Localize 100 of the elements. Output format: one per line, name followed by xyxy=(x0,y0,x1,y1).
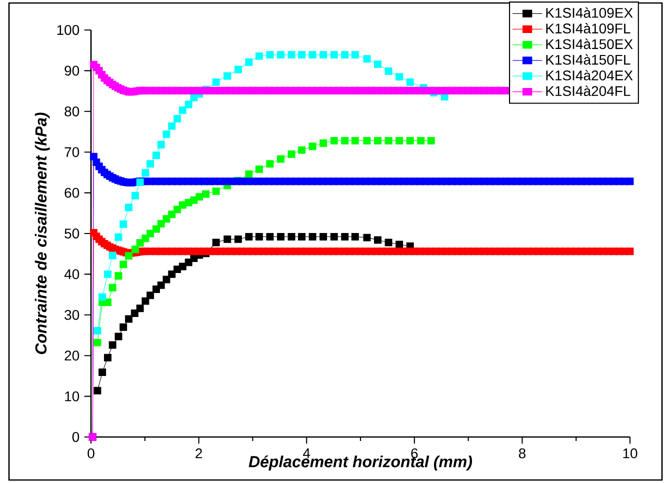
point xyxy=(320,233,328,240)
point xyxy=(212,187,220,195)
point xyxy=(114,272,122,280)
point xyxy=(396,73,404,81)
point xyxy=(330,51,338,59)
point xyxy=(374,236,382,244)
point xyxy=(245,233,253,240)
x-tick-label: 0 xyxy=(88,448,94,458)
point xyxy=(212,238,220,246)
point xyxy=(351,233,359,240)
point xyxy=(288,233,296,240)
point xyxy=(184,100,192,108)
point xyxy=(384,136,392,144)
point xyxy=(363,136,371,144)
point xyxy=(131,246,139,254)
point xyxy=(168,122,176,130)
x-tick-label: 2 xyxy=(196,448,202,458)
point xyxy=(104,270,112,278)
point xyxy=(308,142,316,150)
point xyxy=(255,165,263,173)
point xyxy=(374,136,382,144)
legend-label: K1SI4à109EX xyxy=(546,7,633,18)
point xyxy=(276,233,284,240)
point xyxy=(396,136,404,144)
point xyxy=(341,233,349,240)
point xyxy=(255,52,263,60)
point xyxy=(104,354,112,362)
point xyxy=(124,315,132,323)
point xyxy=(298,146,306,154)
point xyxy=(276,51,284,59)
point xyxy=(120,323,128,331)
point xyxy=(157,281,165,289)
point xyxy=(130,310,138,318)
point xyxy=(330,233,338,240)
point xyxy=(178,262,186,270)
point xyxy=(406,136,414,144)
point xyxy=(142,297,150,305)
point xyxy=(142,169,150,177)
point xyxy=(320,51,328,59)
point xyxy=(174,206,181,214)
point xyxy=(178,106,186,114)
point xyxy=(146,292,154,300)
y-tick-label: 70 xyxy=(64,147,80,158)
point xyxy=(308,51,316,59)
point xyxy=(157,141,165,149)
legend-label: K1SI4à204EX xyxy=(546,70,633,80)
point xyxy=(174,114,181,122)
x-tick-label: 8 xyxy=(518,448,526,458)
point xyxy=(417,136,425,144)
legend-label: K1SI4à204FL xyxy=(546,86,630,96)
point xyxy=(152,152,160,160)
point xyxy=(120,220,128,228)
legend-label: K1SI4à150EX xyxy=(546,38,633,50)
point xyxy=(94,338,102,346)
point xyxy=(152,225,160,233)
point xyxy=(124,252,132,260)
y-tick-label: 50 xyxy=(64,228,80,238)
point xyxy=(202,190,210,198)
point xyxy=(224,72,232,80)
point xyxy=(266,233,274,240)
point xyxy=(363,55,371,63)
point xyxy=(384,67,392,75)
point xyxy=(255,233,263,240)
point xyxy=(94,327,102,335)
point xyxy=(245,170,253,178)
point xyxy=(234,66,242,74)
y-tick-label: 10 xyxy=(65,391,80,402)
point xyxy=(94,386,102,394)
y-tick-label: 40 xyxy=(64,269,80,280)
y-tick-label: 20 xyxy=(64,350,80,361)
legend-label: K1SI4à109FL xyxy=(546,23,630,34)
point xyxy=(396,240,404,248)
point xyxy=(212,78,220,86)
point xyxy=(341,136,349,144)
point xyxy=(330,136,338,144)
point xyxy=(131,192,139,200)
point xyxy=(120,260,128,268)
point xyxy=(98,293,106,301)
point xyxy=(146,230,154,238)
point xyxy=(406,78,414,86)
point xyxy=(384,238,392,246)
point xyxy=(351,51,359,59)
y-tick-label: 0 xyxy=(72,432,80,442)
point xyxy=(288,51,296,59)
point xyxy=(351,136,359,144)
point xyxy=(320,139,328,147)
point xyxy=(298,233,306,240)
point xyxy=(162,130,170,138)
y-tick-label: 80 xyxy=(64,106,80,116)
point xyxy=(276,155,284,163)
point xyxy=(136,304,144,312)
point xyxy=(124,204,132,212)
point xyxy=(288,150,296,158)
y-tick-label: 90 xyxy=(64,66,80,76)
y-tick-label: 100 xyxy=(57,25,80,35)
point xyxy=(374,60,382,68)
point xyxy=(308,233,316,240)
point xyxy=(108,341,116,349)
point xyxy=(162,276,170,284)
y-tick-label: 30 xyxy=(64,310,80,320)
